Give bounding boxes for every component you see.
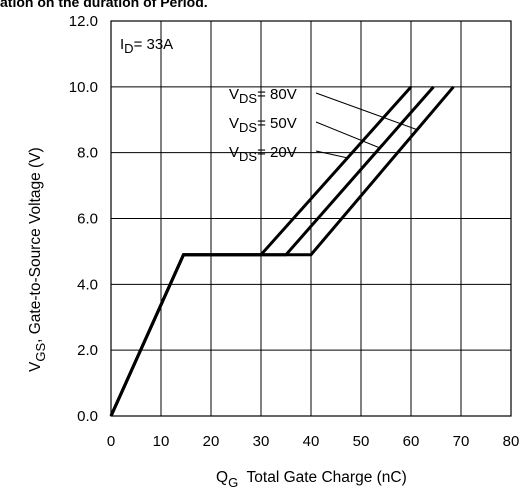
ylabel-sub: GS <box>33 343 48 362</box>
figure-caption-fragment: ation on the duration of Period. <box>0 0 208 10</box>
series-lines <box>109 85 455 417</box>
cond-rest: = 33A <box>134 36 174 53</box>
cond-sub: D <box>124 41 133 56</box>
x-tick-labels: 0 10 20 30 40 50 60 70 80 <box>107 433 520 450</box>
s80-rest: = 80V <box>257 86 297 103</box>
s50-sub: DS <box>239 120 257 135</box>
x-tick-label: 50 <box>353 433 370 450</box>
s80-sub: DS <box>239 91 257 106</box>
y-axis-title: VGS, Gate-to-Source Voltage (V) <box>27 147 48 372</box>
grid <box>111 21 511 416</box>
xlabel-main: Q <box>216 469 228 486</box>
series-label-80v: VDS= 80V <box>229 86 297 106</box>
x-tick-label: 0 <box>107 433 115 450</box>
y-tick-label: 6.0 <box>77 211 98 228</box>
series-label-20v: VDS= 20V <box>229 144 297 164</box>
ylabel-main: V <box>27 361 44 372</box>
x-tick-label: 30 <box>253 433 270 450</box>
y-tick-label: 4.0 <box>77 276 98 293</box>
ylabel-rest: , Gate-to-Source Voltage (V) <box>27 147 44 343</box>
x-tick-label: 60 <box>403 433 420 450</box>
y-tick-label: 12.0 <box>69 13 98 30</box>
series-label-50v: VDS= 50V <box>229 115 297 135</box>
x-tick-label: 20 <box>203 433 220 450</box>
s20-main: V <box>229 144 239 161</box>
series-line-2 <box>109 85 455 417</box>
y-tick-label: 10.0 <box>69 79 98 96</box>
plot-frame <box>110 20 512 417</box>
y-tick-label: 8.0 <box>77 145 98 162</box>
xlabel-sub: G <box>228 475 238 489</box>
s80-main: V <box>229 86 239 103</box>
s20-rest: = 20V <box>257 144 297 161</box>
leader-20v <box>315 150 349 159</box>
drain-current-label: ID= 33A <box>120 36 173 56</box>
x-axis-title: QG Total Gate Charge (nC) <box>216 469 407 489</box>
xlabel-rest: Total Gate Charge (nC) <box>238 469 407 486</box>
x-tick-label: 10 <box>153 433 170 450</box>
y-tick-label: 0.0 <box>77 408 98 425</box>
leader-50v <box>315 121 381 149</box>
s50-main: V <box>229 115 239 132</box>
x-tick-label: 40 <box>303 433 320 450</box>
y-tick-labels: 0.0 2.0 4.0 6.0 8.0 10.0 12.0 <box>69 13 98 425</box>
x-tick-label: 70 <box>453 433 470 450</box>
leader-80v <box>315 92 419 131</box>
y-tick-label: 2.0 <box>77 342 98 359</box>
series-line-1 <box>109 85 435 417</box>
s20-sub: DS <box>239 149 257 164</box>
s50-rest: = 50V <box>257 115 297 132</box>
cond-main: I <box>120 36 124 53</box>
x-tick-label: 80 <box>503 433 520 450</box>
